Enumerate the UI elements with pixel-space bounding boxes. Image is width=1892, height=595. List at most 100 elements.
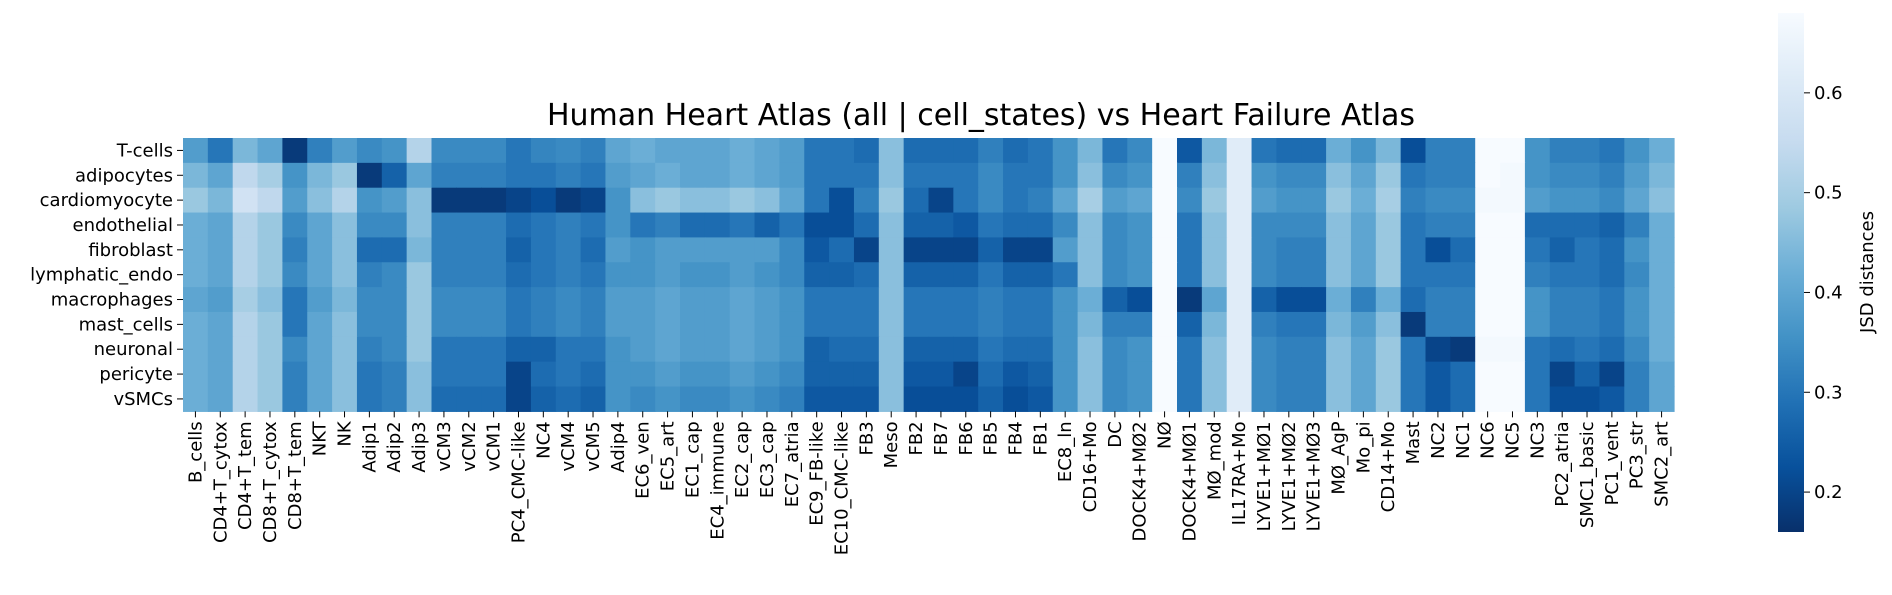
heatmap-cell [655, 162, 681, 189]
heatmap-cell [903, 138, 930, 164]
heatmap-cell [680, 287, 706, 313]
heatmap-cell [754, 287, 780, 313]
heatmap-cell [928, 262, 954, 288]
heatmap-cell [1574, 187, 1601, 214]
heatmap-cell [1102, 212, 1128, 238]
heatmap-cell [207, 336, 234, 363]
heatmap-cell [1052, 138, 1079, 164]
column-tick-label: CD14+Mo [1378, 421, 1399, 512]
heatmap-cell [779, 336, 805, 363]
column-tick-label: FB6 [956, 421, 977, 455]
heatmap-cell [1549, 187, 1576, 214]
heatmap-cell [605, 361, 631, 388]
heatmap-cell [207, 386, 234, 412]
heatmap-cell [356, 187, 383, 214]
heatmap-cell [1599, 311, 1625, 338]
heatmap-cell [1177, 237, 1203, 263]
heatmap-cell [630, 187, 656, 214]
heatmap-cell [754, 311, 780, 338]
heatmap-cell [481, 386, 507, 412]
heatmap-cell [605, 237, 631, 263]
colorbar-tick-label: 0.4 [1814, 282, 1843, 303]
heatmap-cell [1003, 311, 1029, 338]
heatmap-cell [555, 138, 582, 164]
heatmap-cell [1251, 212, 1277, 238]
heatmap-cell [1251, 162, 1277, 189]
column-tick-label: Mo_pi [1353, 421, 1374, 473]
column-tick-label: PC3_str [1627, 421, 1648, 489]
heatmap-cell [1624, 287, 1650, 313]
heatmap-cell [1152, 311, 1178, 338]
heatmap-cell [232, 361, 259, 388]
heatmap-cell [1127, 311, 1153, 338]
heatmap-cell [1450, 138, 1476, 164]
row-tick-label: cardiomyocyte [40, 190, 173, 211]
row-tick-label: neuronal [94, 339, 173, 360]
heatmap-cell [928, 386, 954, 412]
heatmap-cell [282, 212, 308, 238]
heatmap-cell [704, 287, 731, 313]
heatmap-cell [1624, 162, 1650, 189]
heatmap-cell [853, 162, 880, 189]
heatmap-cell [1375, 138, 1402, 164]
heatmap-cell [1574, 336, 1601, 363]
heatmap-cell [257, 361, 283, 388]
row-tick-label: pericyte [99, 364, 173, 385]
heatmap-cell [506, 138, 532, 164]
heatmap-cell [1127, 237, 1153, 263]
heatmap-cell [232, 237, 259, 263]
heatmap-cell [481, 187, 507, 214]
column-tick-label: Adip2 [384, 421, 405, 472]
heatmap-cell [1450, 287, 1476, 313]
heatmap-cell [580, 262, 607, 288]
heatmap-cell [1077, 237, 1104, 263]
heatmap-cell [978, 287, 1004, 313]
heatmap-cell [754, 162, 780, 189]
heatmap-cell [829, 237, 855, 263]
heatmap-cell [1102, 262, 1128, 288]
heatmap-cell [257, 262, 283, 288]
heatmap-cell [1003, 262, 1029, 288]
heatmap-cell [456, 287, 482, 313]
heatmap-cell [1201, 162, 1228, 189]
heatmap-cell [1549, 212, 1576, 238]
column-tick-label: vCM2 [459, 421, 480, 471]
heatmap-cell [1152, 361, 1178, 388]
heatmap-cell [232, 162, 259, 189]
heatmap-cell [1649, 262, 1675, 288]
heatmap-cell [903, 212, 930, 238]
heatmap-cell [1326, 287, 1352, 313]
heatmap-cell [1425, 336, 1451, 363]
heatmap-cell [953, 311, 979, 338]
heatmap-cell [1276, 212, 1302, 238]
heatmap-cell [1177, 311, 1203, 338]
heatmap-cell [1350, 237, 1377, 263]
heatmap-cell [1301, 138, 1327, 164]
heatmap-cell [1077, 262, 1104, 288]
heatmap-cell [356, 212, 383, 238]
row-tick-labels: T-cells adipocytes cardiomyocyte endothelia… [30, 140, 183, 410]
heatmap-cell [1375, 336, 1402, 363]
heatmap-cell [953, 138, 979, 164]
heatmap-cell [1027, 237, 1054, 263]
heatmap-cell [928, 336, 954, 363]
heatmap-cell [183, 237, 209, 263]
heatmap-cell [804, 287, 830, 313]
heatmap-cell [1127, 336, 1153, 363]
heatmap-cell [928, 237, 954, 263]
heatmap-cell [1102, 311, 1128, 338]
heatmap-cell [878, 237, 905, 263]
heatmap-cell [406, 287, 433, 313]
heatmap-cell [183, 212, 209, 238]
heatmap-cell [1350, 361, 1377, 388]
heatmap-cell [307, 138, 333, 164]
heatmap-cell [1152, 162, 1178, 189]
heatmap-cell [1127, 361, 1153, 388]
heatmap-cell [978, 187, 1004, 214]
heatmap-cell [1177, 336, 1203, 363]
heatmap-cell [1127, 187, 1153, 214]
heatmap-cell [1549, 386, 1576, 412]
heatmap-cell [1077, 336, 1104, 363]
heatmap-cell [456, 336, 482, 363]
heatmap-cell [356, 262, 383, 288]
